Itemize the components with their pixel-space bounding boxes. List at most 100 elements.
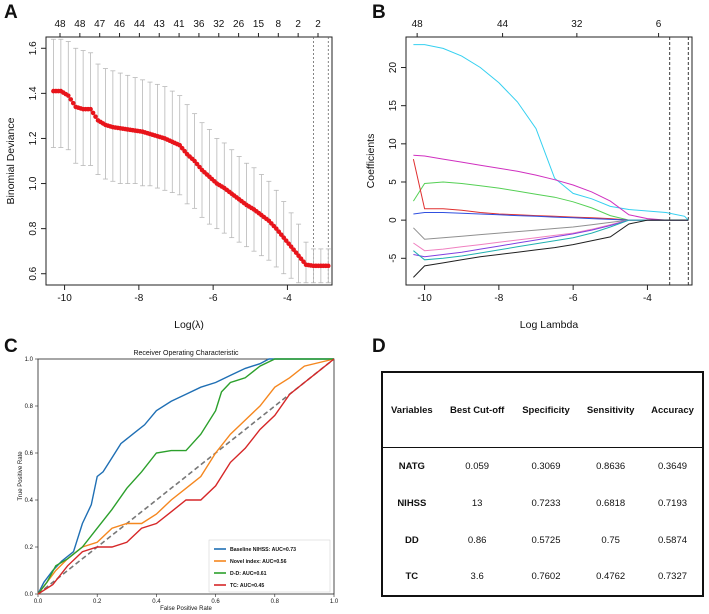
deviance-point (93, 114, 98, 119)
cell-accuracy: 0.7327 (657, 571, 688, 583)
panel-a-xlabel: Log(λ) (174, 319, 204, 331)
cell-sensitivity: 0.75 (601, 534, 620, 546)
y-tick-label: 1.0 (25, 357, 34, 363)
cell-variable: DD (404, 534, 419, 546)
x-tick-label: 1.0 (330, 599, 339, 605)
x-tick-label: -10 (57, 293, 72, 304)
roc-curve-3 (37, 358, 335, 595)
panel-c-frame (37, 358, 335, 595)
cell-variable: NATG (398, 461, 425, 473)
panel-b-ylabel: Coefficients (365, 134, 377, 189)
table-row: NIHSS 13 0.7233 0.6818 0.7193 (383, 486, 702, 522)
y-tick-label: 0.6 (28, 266, 39, 280)
y-tick-label: 0.0 (25, 592, 34, 598)
cell-specificity: 0.7233 (531, 498, 561, 510)
cell-specificity: 0.5725 (531, 534, 561, 546)
top-count-label: 8 (276, 19, 282, 30)
cell-sensitivity: 0.6818 (596, 498, 626, 510)
x-tick-label: 0.8 (271, 599, 280, 605)
top-count-label: 2 (315, 19, 321, 30)
cell-accuracy: 0.7193 (657, 498, 688, 510)
x-tick-label: -8 (134, 293, 143, 304)
col-header-specificity: Specificity (513, 373, 579, 448)
y-tick-label: 1.6 (28, 41, 39, 55)
coef-path-purple (413, 219, 689, 258)
top-count-label: 32 (213, 19, 225, 30)
deviance-point (88, 106, 93, 112)
y-tick-label: -5 (388, 253, 399, 262)
panel-letter-a: A (4, 2, 18, 23)
y-tick-label: 1.2 (28, 131, 39, 145)
roc-legend-box (208, 539, 331, 593)
panel-letter-d: D (372, 336, 386, 357)
col-header-cutoff: Best Cut-off (440, 373, 514, 448)
legend-label: Baseline NIHSS: AUC=0.73 (230, 547, 296, 553)
x-tick-label: -10 (417, 293, 432, 304)
top-count-label: 48 (412, 19, 424, 30)
cell-cutoff: 0.059 (465, 461, 490, 473)
y-tick-label: 0 (388, 217, 399, 223)
cell-variable: TC (405, 571, 419, 583)
y-tick-label: 0.6 (25, 451, 34, 457)
coef-path-pink (413, 219, 689, 252)
deviance-point (325, 263, 331, 269)
x-tick-label: -8 (494, 293, 503, 304)
top-count-label: 47 (94, 19, 106, 30)
panel-c-xlabel: False Positive Rate (160, 606, 212, 612)
table-row: NATG 0.059 0.3069 0.8636 0.3649 (383, 448, 702, 486)
x-tick-label: -6 (209, 293, 218, 304)
top-count-label: 44 (134, 19, 146, 30)
table-row: DD 0.86 0.5725 0.75 0.5874 (383, 522, 702, 558)
x-tick-label: -4 (283, 293, 292, 304)
y-tick-label: 0.8 (25, 404, 34, 410)
panel-b-coef-paths: Coefficients Log Lambda -10 -8 -6 -4 -5 0 5 10… (365, 19, 693, 331)
panel-a-frame (45, 36, 333, 286)
y-tick-label: 10 (388, 138, 399, 150)
y-tick-label: 15 (388, 100, 399, 112)
panel-letter-b: B (372, 2, 386, 23)
table-row: TC 3.6 0.7602 0.4762 0.7327 (383, 559, 702, 595)
coef-path-black (413, 219, 689, 278)
y-tick-label: 0.2 (25, 545, 34, 551)
top-count-label: 46 (114, 19, 126, 30)
top-count-label: 43 (154, 19, 166, 30)
cell-cutoff: 13 (471, 498, 483, 510)
legend-label: Novel index: AUC=0.56 (230, 559, 287, 565)
x-tick-label: -6 (569, 293, 578, 304)
roc-curve-2 (37, 358, 334, 595)
x-tick-label: 0.2 (93, 599, 102, 605)
y-tick-label: 5 (388, 179, 399, 185)
y-tick-label: 1.0 (28, 176, 39, 190)
cell-accuracy: 0.5874 (657, 534, 688, 546)
panel-c-ylabel: True Positive Rate (18, 451, 24, 501)
y-tick-label: 20 (388, 62, 399, 74)
col-header-variables: Variables (383, 373, 441, 448)
coef-path-cyan (413, 44, 689, 221)
cell-accuracy: 0.3649 (657, 461, 688, 473)
panel-d-table: Variables Best Cut-off Specificity Sensi… (381, 371, 704, 597)
x-tick-label: 0.6 (211, 599, 220, 605)
coef-path-green (412, 181, 689, 221)
panel-b-xlabel: Log Lambda (520, 319, 579, 331)
panel-c-title: Receiver Operating Characteristic (133, 350, 239, 357)
legend-label: TC: AUC=0.45 (230, 583, 264, 589)
x-tick-label: 0.0 (34, 599, 43, 605)
top-count-label: 48 (74, 19, 86, 30)
panel-c-roc: Receiver Operating Characteristic False … (18, 350, 339, 612)
top-count-label: 44 (497, 19, 509, 30)
top-count-label: 15 (253, 19, 265, 30)
roc-chance-diagonal (37, 358, 335, 595)
cell-variable: NIHSS (397, 498, 427, 510)
cell-cutoff: 0.86 (467, 534, 487, 546)
top-count-label: 48 (54, 19, 66, 30)
deviance-point (65, 93, 71, 98)
panel-a-ylabel: Binomial Deviance (5, 117, 17, 204)
cell-specificity: 0.3069 (531, 461, 561, 473)
x-tick-label: -4 (643, 293, 652, 304)
x-tick-label: 0.4 (152, 599, 161, 605)
cell-sensitivity: 0.4762 (596, 571, 626, 583)
top-count-label: 26 (233, 19, 245, 30)
roc-curve-0 (37, 358, 334, 595)
roc-legend: Baseline NIHSS: AUC=0.73 Novel index: AUC… (208, 539, 331, 593)
